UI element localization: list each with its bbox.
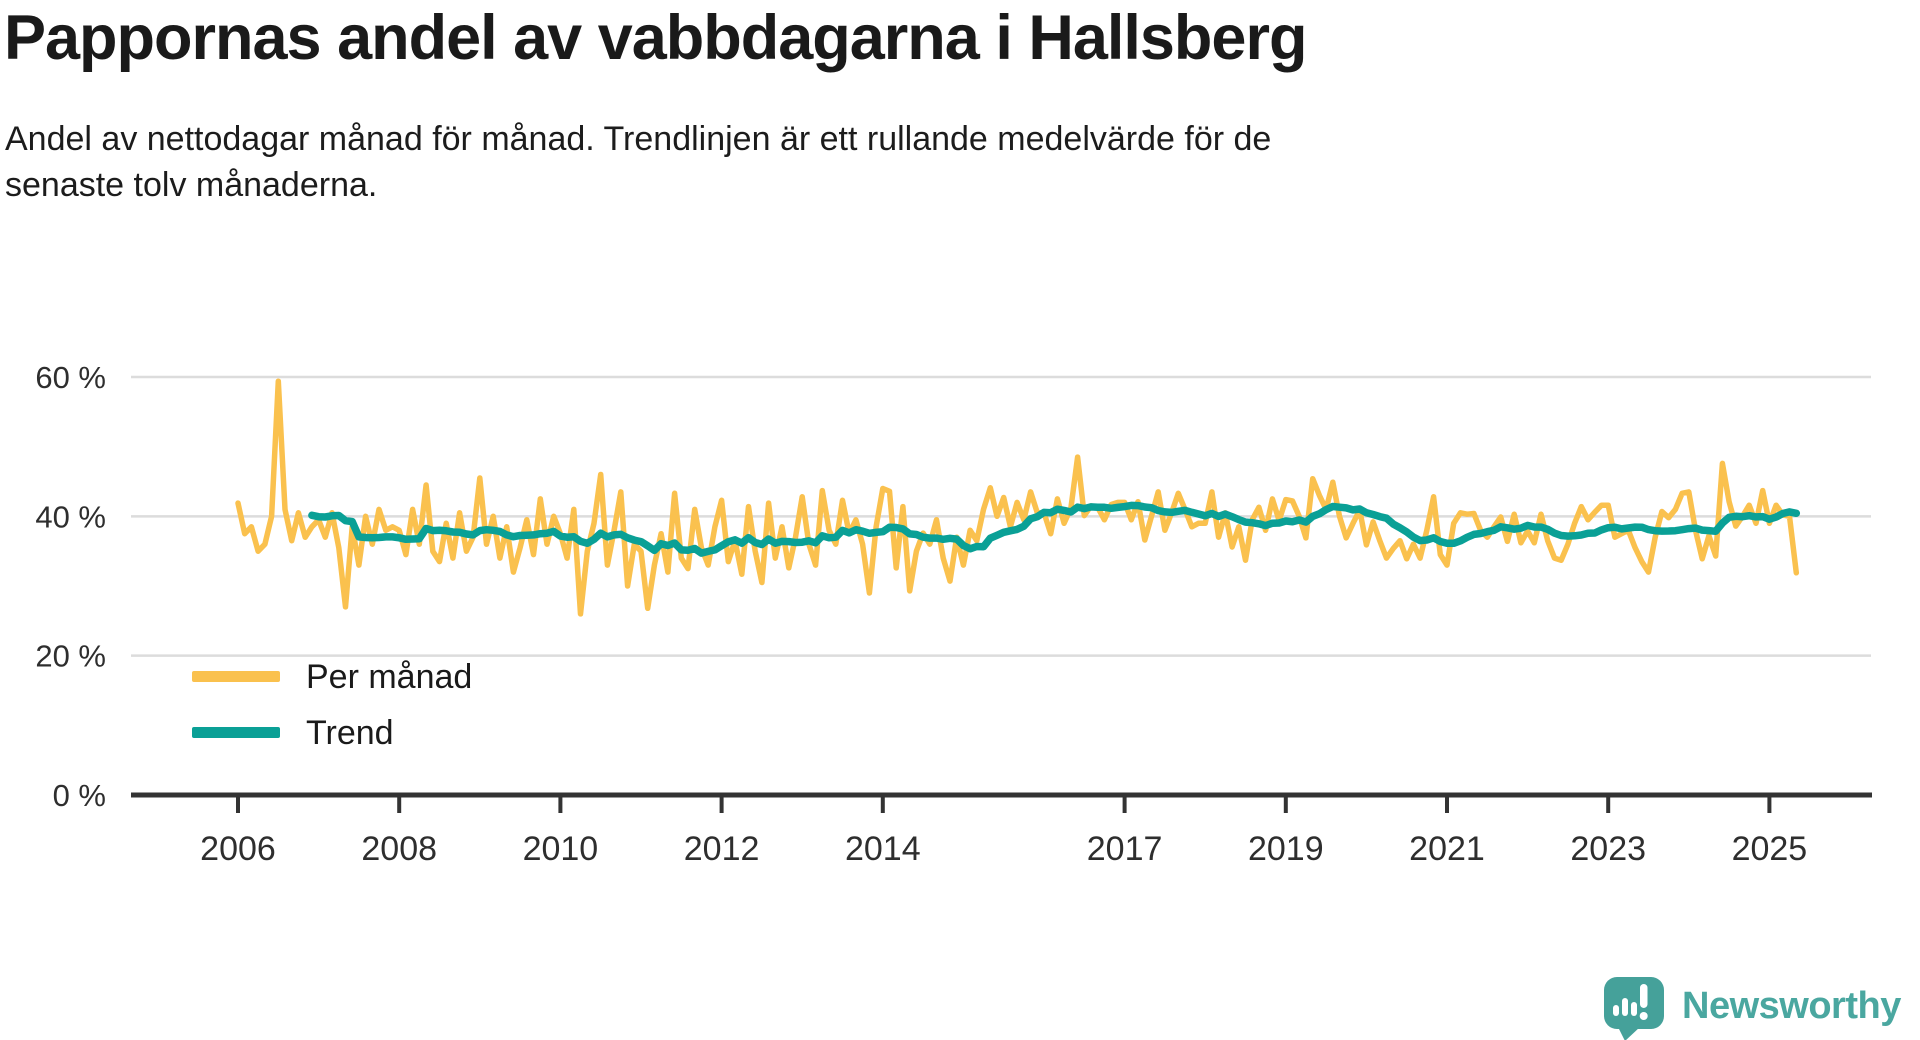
x-axis-label-2014: 2014: [845, 830, 921, 868]
newsworthy-logo: Newsworthy: [1604, 977, 1902, 1040]
series-per-manad: [235, 378, 1800, 617]
x-axis-labels: 2006 2008 2010 2012 2014 2017 2019 2021 2023 2025: [200, 830, 1807, 868]
y-axis-label-20: 20 %: [35, 639, 106, 674]
legend-swatch-per-manad: [192, 671, 280, 682]
legend-label-per-manad: Per månad: [306, 658, 472, 696]
y-axis-label-60: 60 %: [35, 360, 106, 395]
page-title: Pappornas andel av vabbdagarna i Hallsbe…: [4, 3, 1307, 73]
x-axis-label-2021: 2021: [1409, 830, 1485, 868]
y-axis-label-0: 0 %: [53, 778, 106, 813]
x-axis-label-2012: 2012: [684, 830, 760, 868]
x-axis-label-2023: 2023: [1570, 830, 1646, 868]
subtitle-line-1: Andel av nettodagar månad för månad. Tre…: [5, 120, 1272, 158]
newsworthy-wordmark: Newsworthy: [1682, 985, 1901, 1027]
x-axis-label-2008: 2008: [361, 830, 437, 868]
logo-exclamation-dot: [1639, 1012, 1648, 1020]
legend: Per månad Trend: [192, 658, 472, 752]
x-axis-label-2006: 2006: [200, 830, 276, 868]
logo-bubble-tail: [1618, 1027, 1640, 1040]
x-axis-label-2017: 2017: [1087, 830, 1163, 868]
x-axis-label-2019: 2019: [1248, 830, 1324, 868]
logo-bar-1: [1613, 1005, 1619, 1016]
x-axis-ticks: [236, 796, 1772, 813]
legend-swatch-trend: [192, 727, 280, 738]
legend-label-trend: Trend: [306, 714, 394, 752]
x-axis-label-2025: 2025: [1732, 830, 1808, 868]
logo-exclamation-bar: [1640, 984, 1648, 1008]
x-axis-label-2010: 2010: [523, 830, 599, 868]
chart-subtitle: Andel av nettodagar månad för månad. Tre…: [5, 116, 1605, 208]
y-axis-labels: 60 % 40 % 20 % 0 %: [35, 360, 106, 813]
newsworthy-bubble-icon: [1604, 977, 1664, 1040]
y-axis-label-40: 40 %: [35, 499, 106, 534]
logo-bar-2: [1622, 998, 1628, 1016]
subtitle-line-2: senaste tolv månaderna.: [5, 166, 378, 204]
logo-bar-3: [1631, 1002, 1637, 1016]
series-trend: [308, 501, 1801, 557]
